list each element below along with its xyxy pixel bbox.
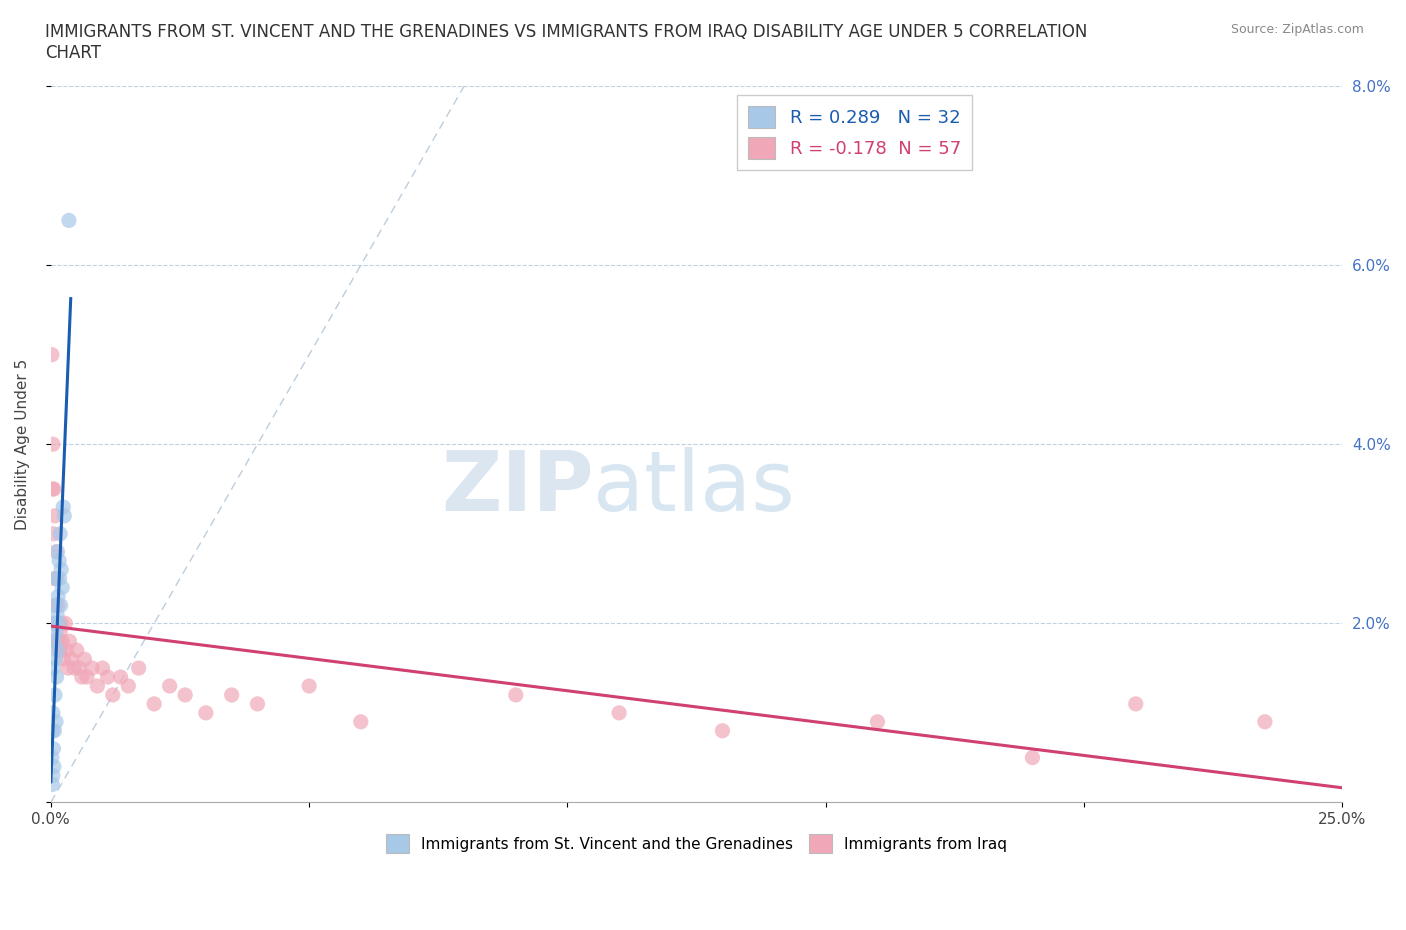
- Point: [51, 562, 73, 577]
- Text: CHART: CHART: [45, 44, 101, 61]
- Point: [53, 509, 76, 524]
- Point: [1021, 751, 1043, 765]
- Point: [55, 643, 77, 658]
- Point: [1125, 697, 1147, 711]
- Point: [45, 616, 67, 631]
- Point: [41, 777, 63, 792]
- Point: [52, 499, 75, 514]
- Point: [110, 670, 132, 684]
- Point: [63, 660, 86, 675]
- Point: [44, 633, 66, 648]
- Point: [45, 670, 67, 684]
- Point: [117, 679, 139, 694]
- Point: [41, 482, 63, 497]
- Point: [159, 679, 181, 694]
- Point: [52, 652, 75, 667]
- Point: [42, 616, 65, 631]
- Point: [51, 616, 73, 631]
- Point: [46, 589, 69, 604]
- Point: [45, 598, 67, 613]
- Point: [48, 571, 70, 586]
- Point: [56, 660, 79, 675]
- Point: [101, 687, 124, 702]
- Point: [44, 571, 66, 586]
- Point: [46, 633, 69, 648]
- Point: [45, 544, 67, 559]
- Point: [41, 347, 63, 362]
- Point: [49, 598, 72, 613]
- Text: atlas: atlas: [593, 446, 794, 527]
- Point: [46, 571, 69, 586]
- Point: [866, 714, 889, 729]
- Point: [41, 724, 63, 738]
- Point: [42, 482, 65, 497]
- Point: [46, 643, 69, 658]
- Point: [60, 652, 83, 667]
- Point: [298, 679, 321, 694]
- Point: [46, 544, 69, 559]
- Point: [505, 687, 527, 702]
- Point: [51, 633, 73, 648]
- Point: [97, 670, 120, 684]
- Point: [66, 643, 89, 658]
- Point: [82, 660, 104, 675]
- Point: [44, 724, 66, 738]
- Point: [58, 213, 80, 228]
- Legend: Immigrants from St. Vincent and the Grenadines, Immigrants from Iraq: Immigrants from St. Vincent and the Gren…: [380, 829, 1012, 859]
- Point: [42, 741, 65, 756]
- Point: [711, 724, 734, 738]
- Point: [42, 660, 65, 675]
- Point: [70, 670, 93, 684]
- Point: [46, 598, 69, 613]
- Point: [45, 571, 67, 586]
- Point: [48, 616, 70, 631]
- Point: [1254, 714, 1277, 729]
- Point: [49, 643, 72, 658]
- Point: [44, 652, 66, 667]
- Point: [44, 616, 66, 631]
- Point: [350, 714, 373, 729]
- Point: [44, 598, 66, 613]
- Point: [246, 697, 269, 711]
- Point: [44, 509, 66, 524]
- Point: [67, 660, 90, 675]
- Point: [42, 633, 65, 648]
- Point: [607, 706, 630, 721]
- Point: [44, 687, 66, 702]
- Point: [86, 679, 108, 694]
- Point: [42, 706, 65, 721]
- Point: [143, 697, 166, 711]
- Point: [42, 759, 65, 774]
- Text: IMMIGRANTS FROM ST. VINCENT AND THE GRENADINES VS IMMIGRANTS FROM IRAQ DISABILIT: IMMIGRANTS FROM ST. VINCENT AND THE GREN…: [45, 23, 1087, 41]
- Point: [42, 437, 65, 452]
- Point: [221, 687, 243, 702]
- Point: [46, 607, 69, 622]
- Point: [42, 526, 65, 541]
- Point: [49, 526, 72, 541]
- Text: Source: ZipAtlas.com: Source: ZipAtlas.com: [1230, 23, 1364, 36]
- Point: [48, 616, 70, 631]
- Point: [91, 660, 114, 675]
- Point: [128, 660, 150, 675]
- Point: [76, 670, 98, 684]
- Point: [51, 580, 73, 595]
- Point: [174, 687, 197, 702]
- Point: [48, 643, 70, 658]
- Y-axis label: Disability Age Under 5: Disability Age Under 5: [15, 359, 30, 530]
- Point: [49, 625, 72, 640]
- Point: [45, 714, 67, 729]
- Point: [73, 652, 96, 667]
- Text: ZIP: ZIP: [441, 446, 593, 527]
- Point: [194, 706, 217, 721]
- Point: [48, 553, 70, 568]
- Point: [45, 625, 67, 640]
- Point: [48, 633, 70, 648]
- Point: [53, 616, 76, 631]
- Point: [41, 751, 63, 765]
- Point: [58, 633, 80, 648]
- Point: [42, 768, 65, 783]
